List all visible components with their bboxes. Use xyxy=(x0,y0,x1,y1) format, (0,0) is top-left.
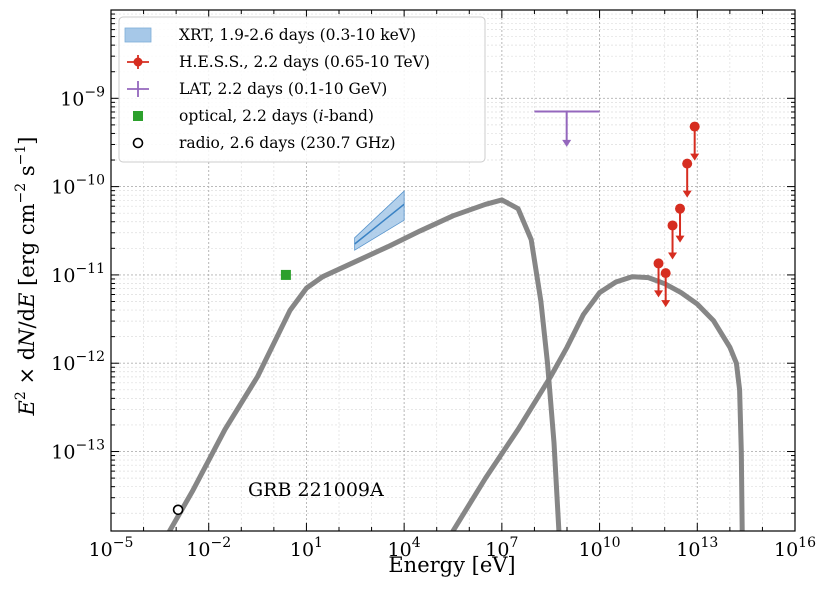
radio-point xyxy=(172,504,184,516)
x-tick-label: 101 xyxy=(290,535,323,561)
hess-upper-limit-arrow xyxy=(654,290,664,298)
x-tick-label: 10−5 xyxy=(89,535,134,561)
y-tick-label: 10−13 xyxy=(51,438,105,464)
hess-upper-limit-arrow xyxy=(661,300,671,308)
legend: XRT, 1.9-2.6 days (0.3-10 keV) H.E.S.S., … xyxy=(118,16,486,163)
hess-point xyxy=(675,203,686,214)
plot-area xyxy=(167,110,745,531)
hess-point xyxy=(689,121,700,132)
plot-frame xyxy=(110,9,796,532)
legend-label-xrt: XRT, 1.9-2.6 days (0.3-10 keV) xyxy=(179,26,416,44)
y-tick-label: 10−9 xyxy=(60,84,105,110)
legend-entry-lat: LAT, 2.2 days (0.1-10 GeV) xyxy=(127,80,387,98)
legend-label-optical: optical, 2.2 days (i-band) xyxy=(179,107,374,125)
legend-box xyxy=(118,16,486,163)
hess-point xyxy=(653,258,664,269)
legend-entry-hess: H.E.S.S., 2.2 days (0.65-10 TeV) xyxy=(127,53,430,71)
x-tick-label: 104 xyxy=(388,535,421,561)
y-axis-label: E2 × dN/dE [erg cm−2 s−1] xyxy=(13,137,39,417)
chart-annotation: GRB 221009A xyxy=(248,479,384,501)
legend-key-hess-dot xyxy=(133,57,143,67)
lat-upper-limit-arrow xyxy=(562,139,572,147)
legend-label-lat: LAT, 2.2 days (0.1-10 GeV) xyxy=(179,80,387,98)
optical-point xyxy=(280,269,291,280)
axes: 10−5 10−2 101 104 107 1010 1013 1016 10−13 10−12 1… xyxy=(51,9,816,561)
legend-label-radio: radio, 2.6 days (230.7 GHz) xyxy=(179,134,396,152)
y-tick-label: 10−12 xyxy=(51,349,105,375)
model-curve xyxy=(450,274,745,531)
legend-key-radio xyxy=(132,137,144,149)
xrt-center-line xyxy=(354,203,405,245)
legend-label-hess: H.E.S.S., 2.2 days (0.65-10 TeV) xyxy=(179,53,430,71)
legend-entry-radio: radio, 2.6 days (230.7 GHz) xyxy=(132,134,396,152)
labels: GRB 221009A Energy [eV] E2 × dN/dE [erg … xyxy=(13,137,516,577)
legend-key-xrt xyxy=(124,27,152,43)
legend-entry-xrt: XRT, 1.9-2.6 days (0.3-10 keV) xyxy=(124,26,416,44)
hess-upper-limit-arrow xyxy=(668,252,678,260)
x-axis-label: Energy [eV] xyxy=(388,553,515,577)
hess-point xyxy=(667,220,678,231)
x-tick-label: 1016 xyxy=(774,535,816,561)
hess-point xyxy=(682,158,693,169)
x-tick-label: 1010 xyxy=(579,535,621,561)
y-tick-label: 10−10 xyxy=(51,173,105,199)
x-tick-label: 1013 xyxy=(676,535,718,561)
legend-key-optical xyxy=(133,111,143,121)
legend-entry-optical: optical, 2.2 days (i-band) xyxy=(133,107,374,125)
xrt-band xyxy=(354,190,405,251)
series-layer xyxy=(167,110,745,531)
hess-upper-limit-arrow xyxy=(675,235,685,243)
hess-upper-limit-arrow xyxy=(690,153,700,161)
x-tick-label: 10−2 xyxy=(186,535,231,561)
hess-upper-limit-arrow xyxy=(682,190,692,198)
model-curve xyxy=(167,197,562,531)
hess-point xyxy=(660,268,671,279)
x-tick-label: 107 xyxy=(485,535,518,561)
y-tick-label: 10−11 xyxy=(51,261,105,287)
